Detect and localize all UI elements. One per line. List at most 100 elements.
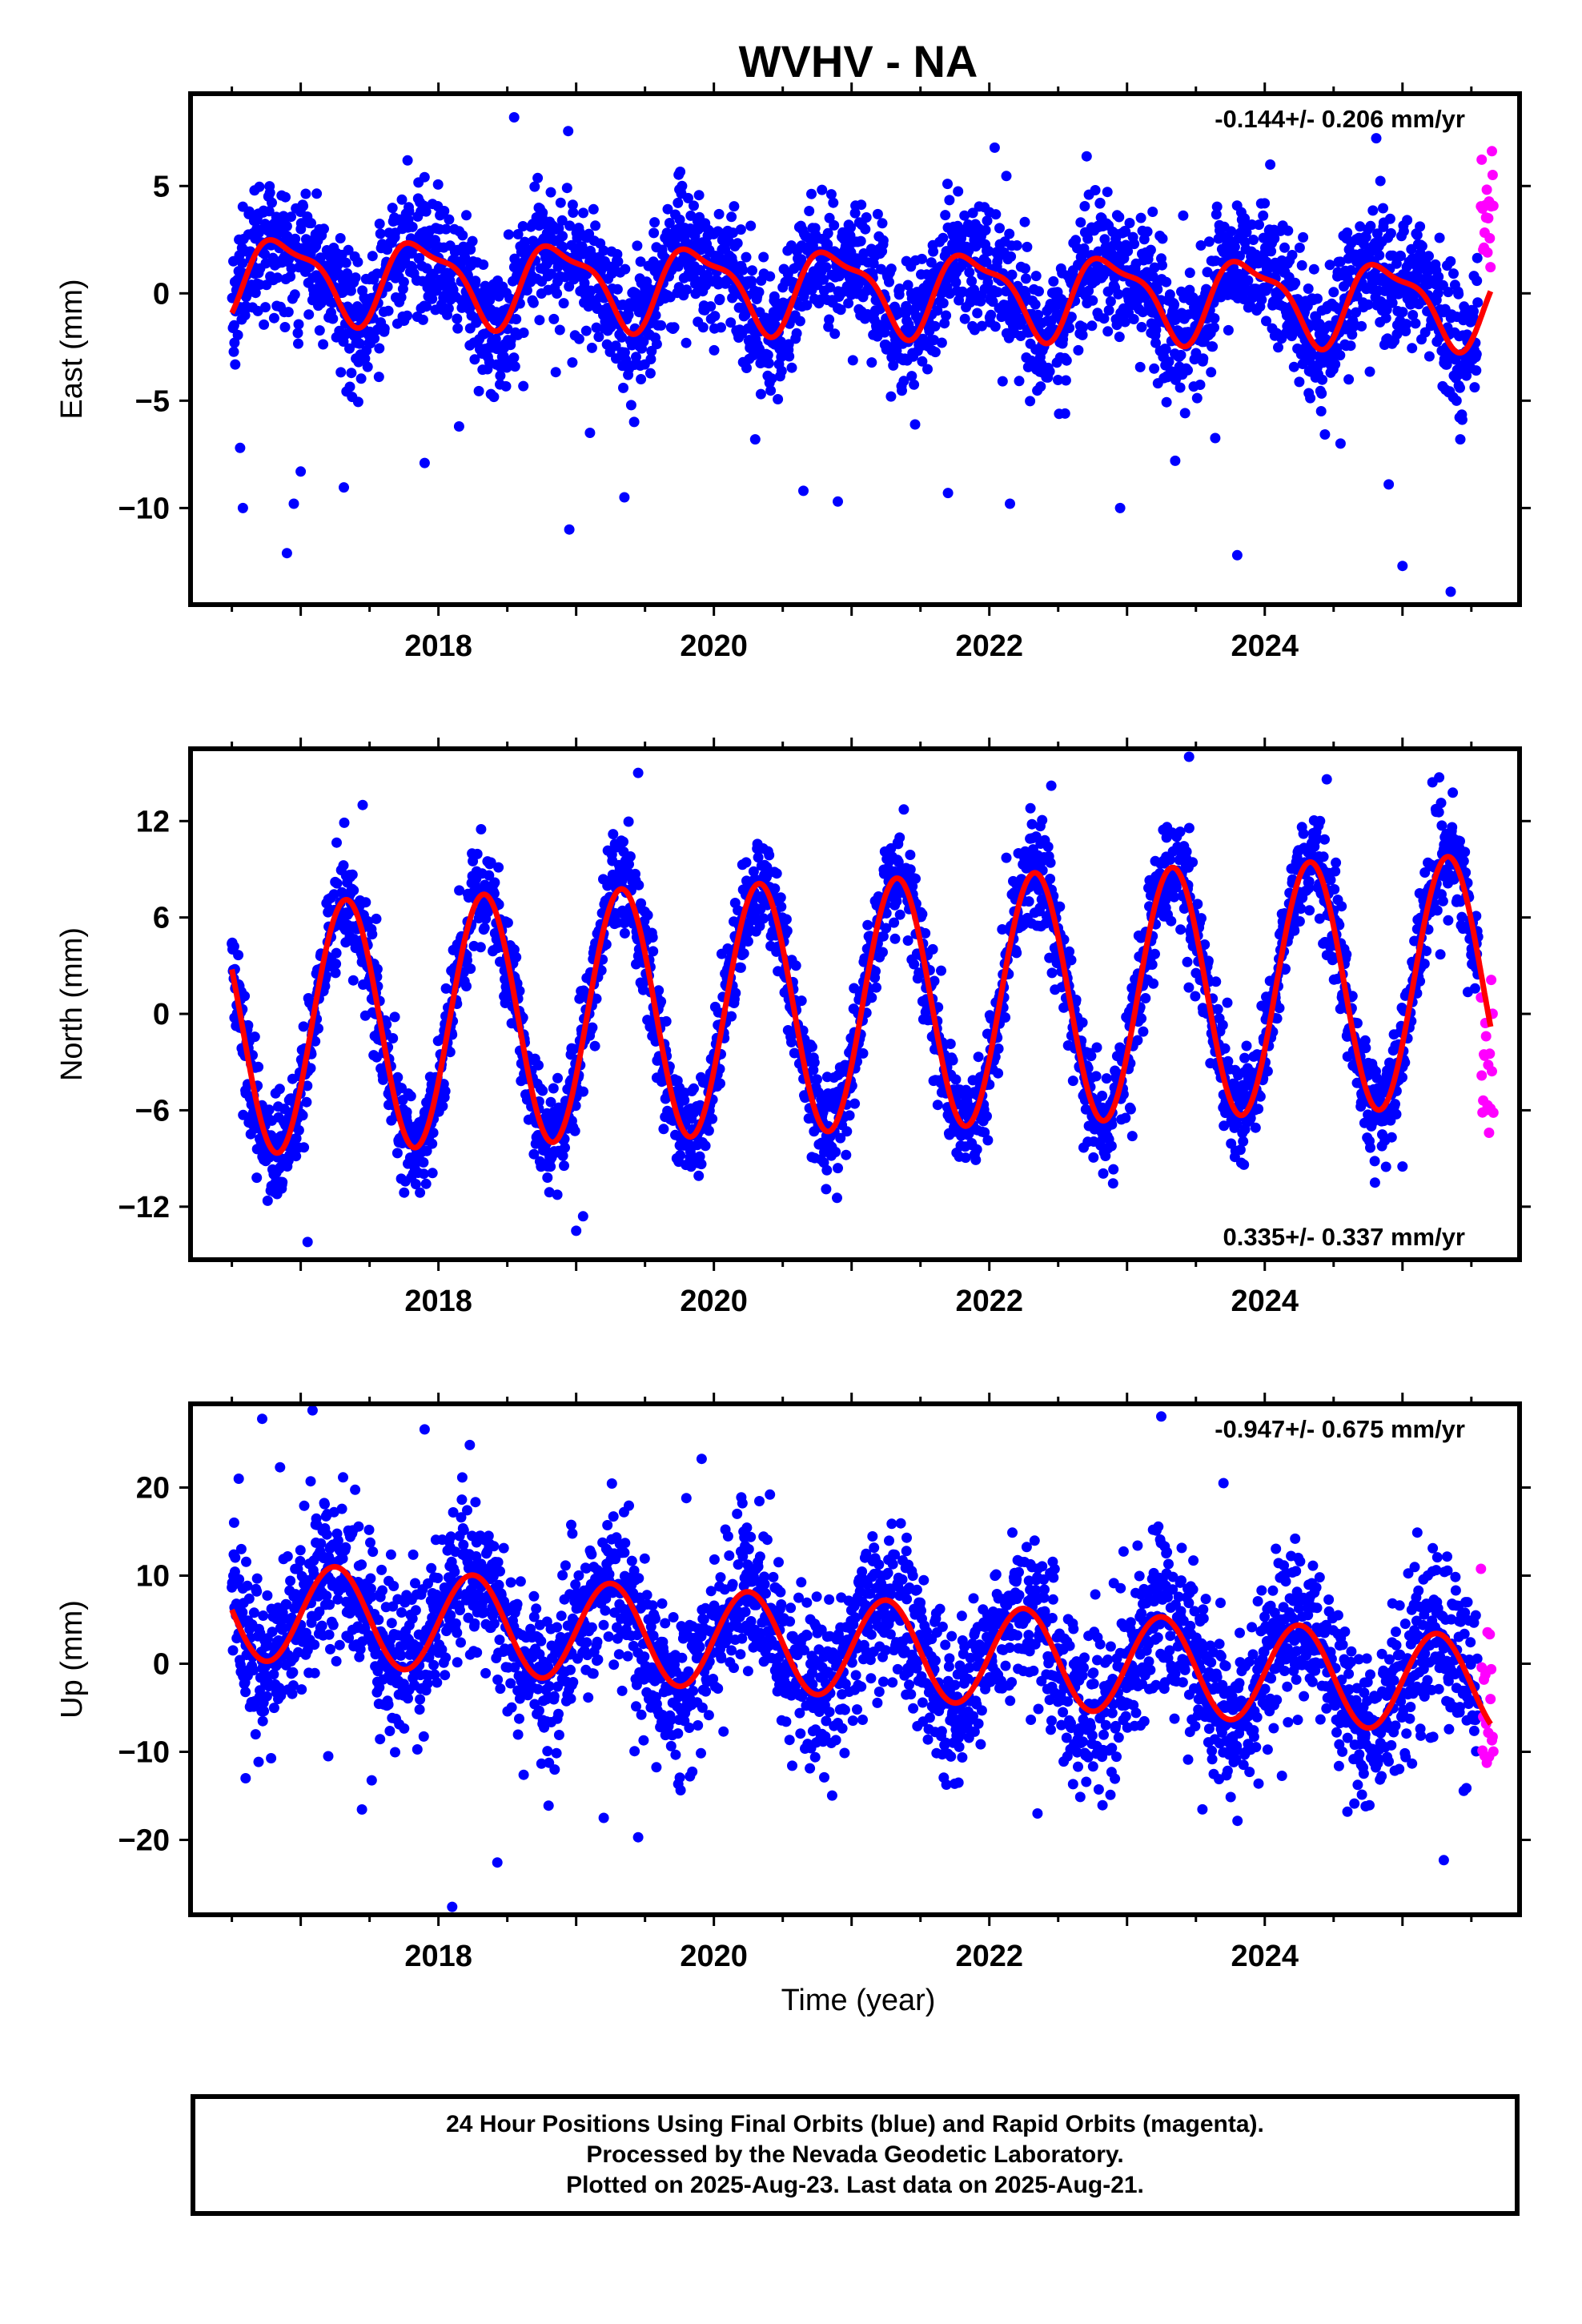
final-point: [289, 289, 300, 300]
final-point: [243, 206, 255, 217]
final-point: [254, 227, 264, 238]
final-point: [1064, 323, 1075, 333]
final-point: [283, 307, 294, 318]
final-point: [1290, 277, 1301, 288]
final-point: [939, 318, 950, 329]
final-point: [452, 323, 464, 334]
final-point: [1210, 432, 1221, 444]
final-point: [1410, 318, 1421, 329]
final-point: [920, 927, 931, 939]
final-point: [339, 817, 350, 828]
final-point: [552, 1189, 563, 1200]
final-point: [293, 338, 303, 349]
final-point: [588, 203, 599, 215]
final-point: [625, 400, 636, 411]
final-point: [1288, 361, 1299, 372]
final-point: [534, 315, 545, 326]
final-point: [460, 251, 471, 263]
final-point: [1407, 310, 1419, 320]
final-point: [1142, 226, 1153, 237]
final-point: [1136, 322, 1147, 332]
final-point: [960, 1152, 971, 1164]
final-point: [503, 229, 514, 240]
final-point: [764, 850, 775, 861]
final-point: [509, 361, 520, 372]
final-point: [881, 923, 892, 934]
final-point: [1037, 814, 1048, 826]
final-point: [726, 211, 737, 223]
final-point-outlier: [419, 457, 430, 468]
final-point: [428, 1128, 439, 1138]
final-point: [620, 355, 632, 366]
final-point: [472, 848, 483, 859]
final-point: [346, 368, 357, 379]
final-point: [1443, 287, 1454, 298]
final-point: [1178, 210, 1189, 221]
final-point: [457, 230, 468, 241]
final-point: [1061, 355, 1072, 366]
final-point: [373, 372, 384, 383]
final-point: [517, 221, 528, 231]
final-point: [870, 966, 881, 977]
final-point: [419, 171, 430, 183]
final-point: [679, 1095, 690, 1106]
final-point: [335, 233, 346, 243]
final-point: [392, 1072, 404, 1083]
final-point: [971, 1144, 982, 1155]
final-point: [557, 231, 568, 242]
final-point: [624, 851, 636, 862]
final-point: [421, 1145, 432, 1156]
final-point: [829, 219, 840, 231]
final-point: [861, 212, 872, 223]
final-point: [830, 1147, 841, 1157]
final-point: [729, 201, 740, 212]
final-point: [716, 322, 726, 333]
final-point: [790, 960, 801, 971]
final-point: [1423, 251, 1434, 262]
final-point: [877, 947, 888, 958]
final-point: [959, 313, 970, 324]
final-point-outlier: [281, 548, 292, 559]
final-point: [552, 288, 563, 299]
final-point: [454, 885, 465, 896]
final-point: [821, 1164, 833, 1176]
final-point: [1387, 250, 1399, 261]
final-point: [427, 1168, 438, 1179]
final-point: [301, 1096, 312, 1108]
final-point: [282, 231, 293, 242]
final-point: [404, 206, 415, 217]
final-point: [228, 346, 239, 357]
final-point: [738, 948, 749, 959]
final-point: [976, 320, 987, 332]
final-point: [528, 1148, 540, 1160]
final-point: [1365, 220, 1376, 231]
final-point: [982, 1135, 994, 1146]
final-point: [644, 368, 656, 379]
final-point: [681, 337, 692, 348]
final-point: [237, 258, 248, 269]
final-point: [940, 210, 951, 221]
final-point: [1455, 382, 1465, 393]
final-point: [518, 328, 529, 338]
final-point: [917, 909, 928, 919]
final-point: [1191, 348, 1202, 359]
final-point: [484, 870, 495, 881]
final-point: [427, 293, 438, 304]
final-point: [347, 869, 358, 880]
final-point: [753, 852, 764, 863]
east-rapid-points: [1476, 146, 1499, 273]
final-point: [862, 919, 873, 931]
final-point: [488, 392, 500, 403]
final-point: [1152, 283, 1163, 295]
final-point: [469, 354, 480, 365]
final-point: [1060, 375, 1071, 386]
final-point: [512, 229, 524, 239]
final-point: [1098, 313, 1110, 324]
final-point: [461, 981, 472, 991]
final-point: [972, 308, 983, 319]
final-point: [1026, 818, 1038, 830]
final-point: [821, 262, 832, 273]
final-point: [835, 304, 846, 316]
final-point-outlier: [235, 442, 246, 453]
final-point: [589, 1040, 600, 1051]
